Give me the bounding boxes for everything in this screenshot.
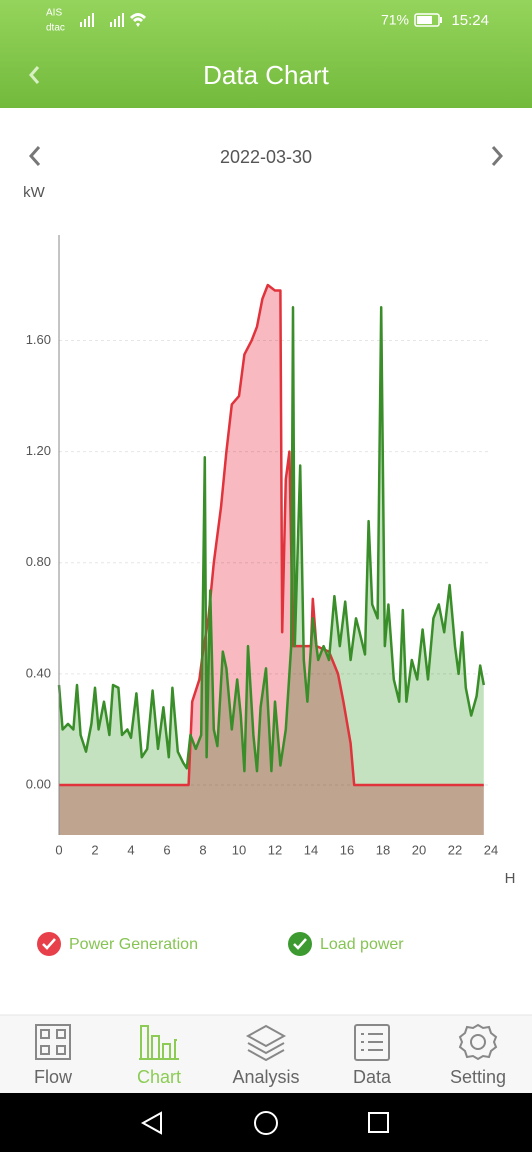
battery-icon [414, 13, 442, 27]
y-tick-label: 0.80 [26, 554, 51, 569]
x-axis-label: H [505, 870, 516, 887]
x-tick-label: 12 [268, 842, 282, 857]
prev-date[interactable] [28, 146, 41, 166]
y-tick-label: 1.20 [26, 443, 51, 458]
x-tick-label: 16 [340, 842, 354, 857]
system-buttons [140, 1111, 389, 1135]
x-tick-label: 14 [304, 842, 318, 857]
y-axis-label: kW [23, 184, 46, 201]
y-tick-label: 0.00 [26, 776, 51, 791]
y-tick-label: 0.40 [26, 665, 51, 680]
chart: kW H 0.000.400.801.201.600 2 4 6 8 10 12 14 16 18… [23, 184, 515, 887]
area-fill [59, 285, 484, 835]
x-tick-label: 2 [91, 842, 98, 857]
back-button[interactable] [29, 66, 40, 84]
battery-text: 71% [381, 12, 409, 28]
x-tick-label: 20 [412, 842, 426, 857]
legend-label[interactable]: Power Generation [69, 936, 198, 953]
x-tick-label: 6 [163, 842, 170, 857]
x-tick-label: 4 [127, 842, 134, 857]
system-nav [0, 1093, 532, 1152]
tab-icons [35, 1023, 498, 1062]
tab[interactable]: Chart [137, 1067, 181, 1087]
sys-recent[interactable] [368, 1112, 389, 1133]
date: 2022-03-30 [220, 147, 312, 167]
x-tick-label: 22 [448, 842, 462, 857]
tab[interactable]: Data [353, 1067, 392, 1087]
carrier: AIS [46, 8, 62, 19]
check [42, 938, 56, 950]
sys-home[interactable] [254, 1111, 278, 1135]
check [293, 938, 307, 950]
tab[interactable]: Analysis [232, 1067, 299, 1087]
legend-label[interactable]: Load power [320, 936, 404, 953]
tab[interactable]: Setting [450, 1067, 506, 1087]
area-fill [59, 307, 484, 835]
x-tick-label: 18 [376, 842, 390, 857]
tab[interactable]: Flow [34, 1067, 73, 1087]
tabs: Flow Chart Analysis Data Setting [34, 1067, 506, 1087]
x-tick-label: 10 [232, 842, 246, 857]
carrier: dtac [46, 23, 65, 34]
legend: Power Generation Load power [37, 932, 404, 956]
x-tick-label: 24 [484, 842, 498, 857]
y-tick-label: 1.60 [26, 332, 51, 347]
next-date[interactable] [491, 146, 504, 166]
signal-icons [80, 13, 146, 27]
series-line [57, 305, 486, 773]
sys-back[interactable] [140, 1111, 162, 1135]
x-tick-label: 8 [199, 842, 206, 857]
clock: 15:24 [451, 12, 489, 29]
page-title: Data Chart [203, 60, 329, 90]
x-tick-label: 0 [55, 842, 62, 857]
